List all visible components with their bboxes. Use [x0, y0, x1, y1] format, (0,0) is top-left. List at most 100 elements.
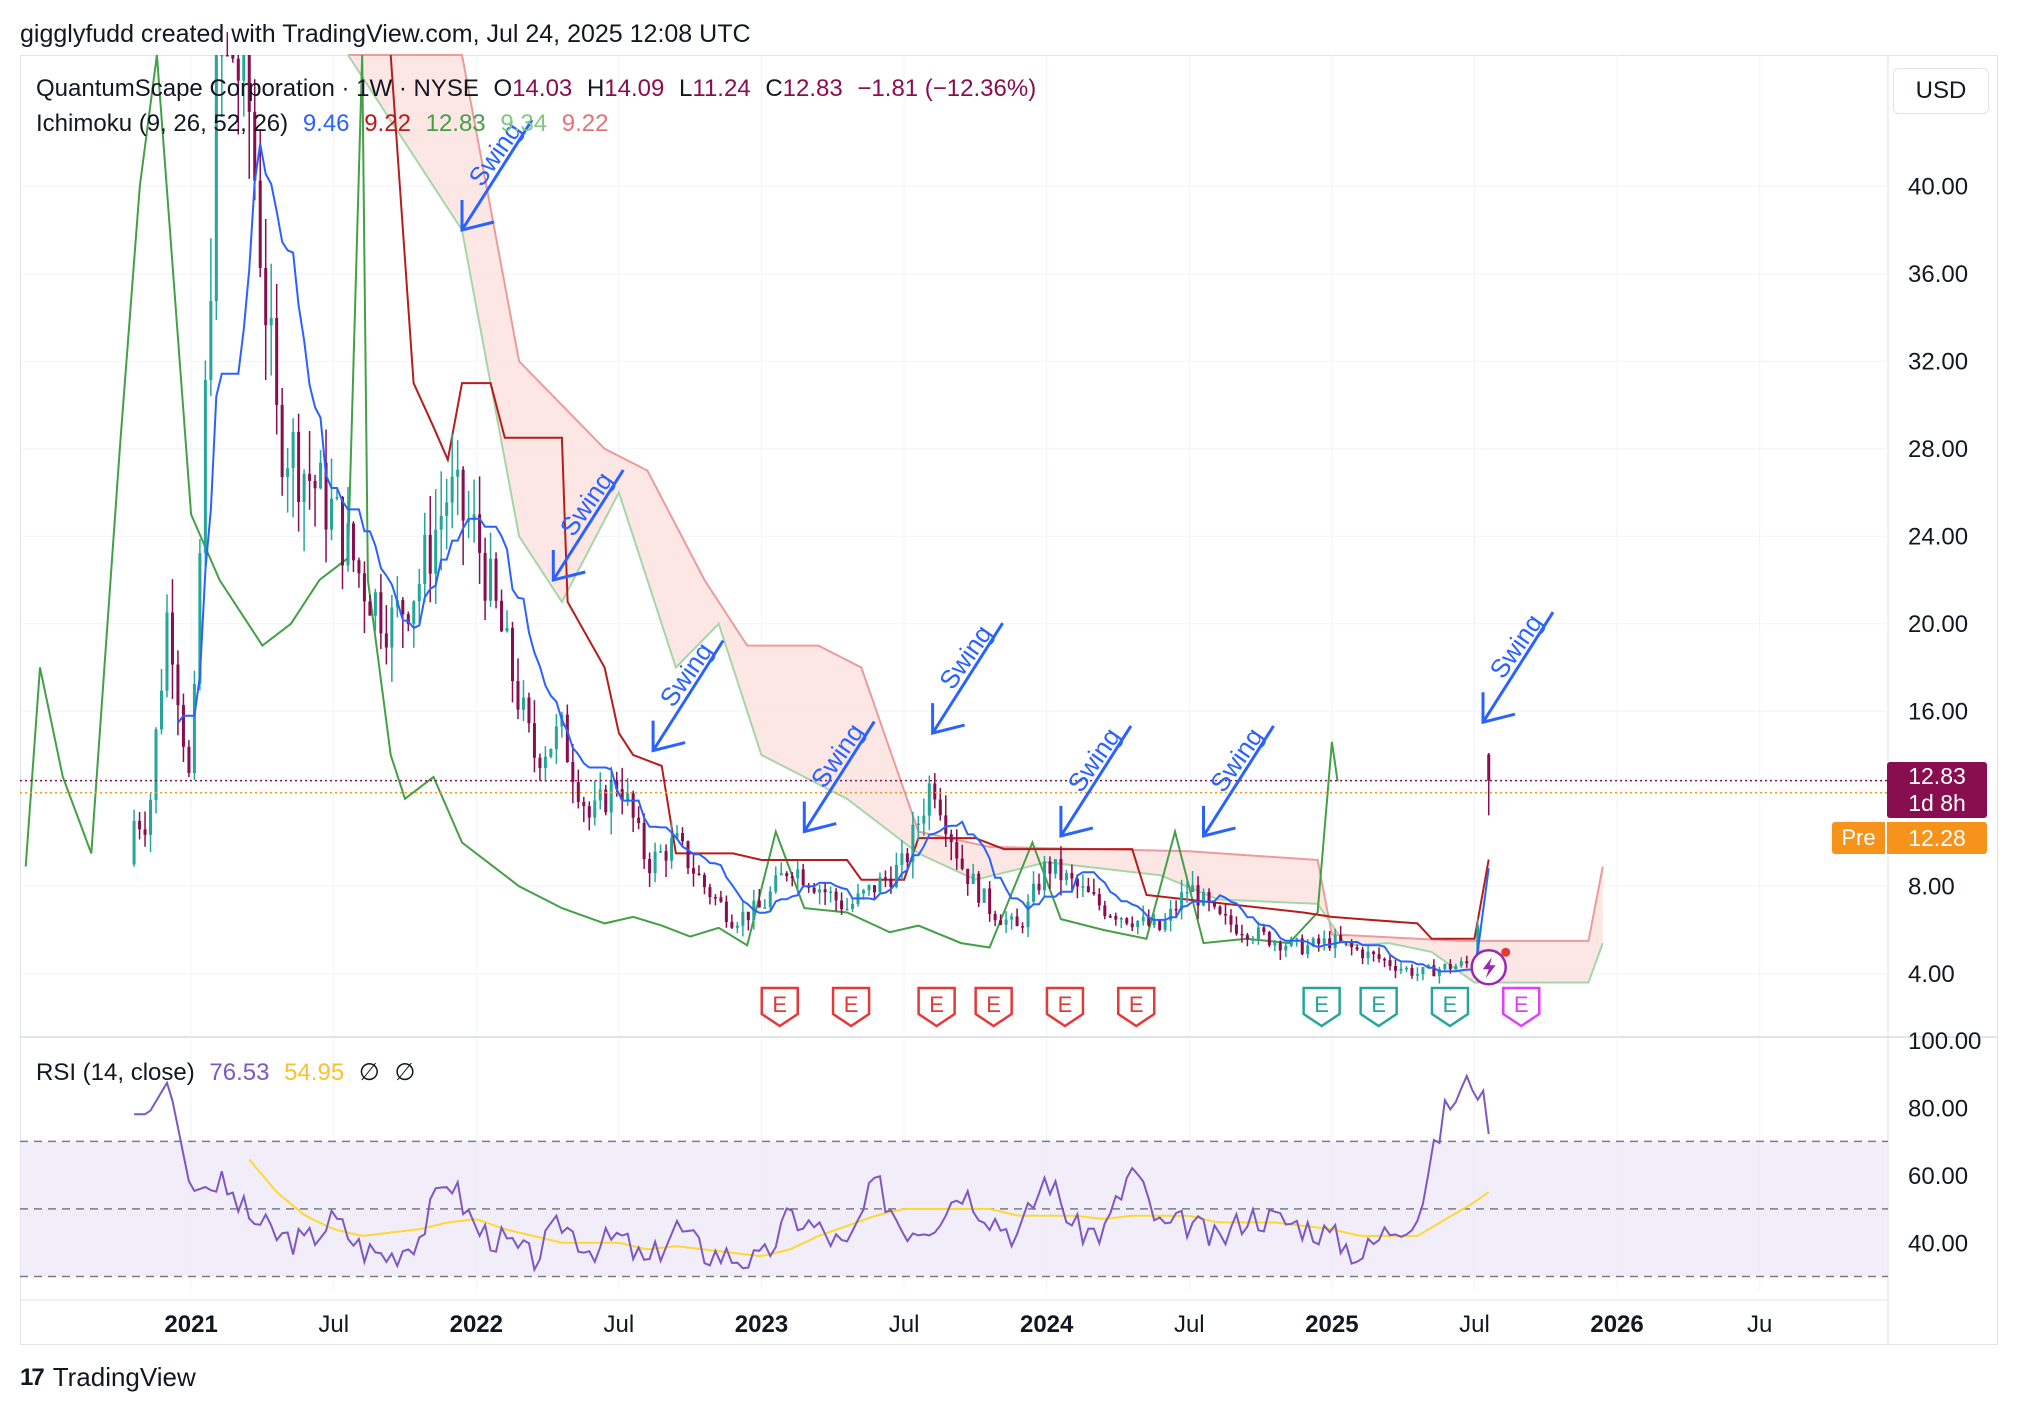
x-tick-label: Jul	[1459, 1311, 1490, 1338]
candle-body	[280, 404, 284, 477]
candle	[1070, 864, 1074, 891]
tradingview-brand: TradingView	[52, 1362, 196, 1392]
candle	[1218, 905, 1222, 916]
rsi-y-tick-label: 40.00	[1908, 1231, 1968, 1258]
x-tick-label: Jul	[318, 1311, 349, 1338]
earnings-label: E	[844, 992, 859, 1017]
candle	[527, 692, 531, 733]
candle-body	[1015, 916, 1019, 927]
candle	[1437, 966, 1441, 984]
candle	[1399, 962, 1403, 975]
lightning-icon	[1482, 957, 1496, 979]
earnings-badge	[1502, 986, 1541, 1028]
candle-body	[1350, 942, 1354, 948]
candle-body	[1273, 942, 1277, 946]
candle-body	[1042, 861, 1047, 891]
candle-body	[472, 514, 476, 521]
candle	[467, 490, 471, 539]
candle	[790, 872, 794, 887]
candle-body	[1328, 938, 1332, 949]
candle	[670, 821, 674, 869]
swing-arrow-head	[651, 720, 686, 753]
earnings-badge	[1359, 986, 1398, 1028]
candle-body	[302, 473, 306, 502]
symbol-legend[interactable]: QuantumScape Corporation · 1W · NYSE O14…	[36, 75, 1044, 103]
candle	[1410, 964, 1414, 979]
candle	[138, 811, 142, 840]
candle	[1377, 947, 1381, 963]
candle	[1119, 916, 1123, 929]
candle-body	[467, 520, 471, 522]
candle	[1289, 936, 1293, 948]
candle-body	[181, 705, 185, 747]
candle	[785, 871, 789, 882]
candle	[445, 478, 449, 550]
candle-body	[1021, 926, 1025, 928]
premarket-price-tag: 12.28	[1887, 822, 1987, 854]
candle	[1125, 917, 1129, 926]
candle	[170, 579, 174, 700]
candle	[593, 780, 597, 826]
candle	[1223, 904, 1227, 925]
candle-body	[253, 111, 257, 181]
candle-body	[1119, 918, 1123, 920]
currency-button[interactable]: USD	[1893, 68, 1989, 114]
last-price-tag: 12.83 1d 8h	[1887, 762, 1987, 818]
candle-body	[225, 55, 229, 57]
candle-body	[379, 592, 383, 634]
ichimoku-legend[interactable]: Ichimoku (9, 26, 52, 26) 9.46 9.22 12.83…	[36, 110, 616, 138]
candle	[1415, 967, 1419, 982]
x-tick-label: 2023	[735, 1311, 788, 1338]
candle	[735, 921, 739, 933]
candle-body	[648, 859, 652, 874]
candle-body	[1147, 916, 1151, 926]
candle	[335, 489, 339, 501]
tradingview-footer[interactable]: 17 TradingView	[20, 1362, 196, 1393]
rsi-label: RSI (14, close)	[36, 1059, 195, 1086]
candle-body	[335, 496, 339, 499]
rsi-y-tick-label: 60.00	[1908, 1163, 1968, 1190]
candle	[1021, 922, 1025, 934]
candle	[637, 806, 641, 830]
x-tick-label: Ju	[1747, 1311, 1772, 1338]
candle-body	[176, 664, 180, 706]
candle-body	[845, 908, 849, 911]
candle-body	[916, 823, 920, 826]
rsi-legend[interactable]: RSI (14, close) 76.53 54.95 ∅ ∅	[36, 1058, 423, 1087]
candle-body	[291, 431, 295, 469]
candle	[708, 883, 712, 905]
candle-body	[1421, 967, 1425, 975]
earnings-badge	[760, 986, 800, 1028]
candle-body	[1300, 938, 1304, 955]
candle-body	[768, 891, 772, 908]
candle	[905, 848, 909, 869]
candle-body	[664, 851, 668, 861]
earnings-marker: E	[831, 986, 871, 1028]
candle-body	[187, 746, 191, 774]
candle-body	[1185, 892, 1189, 894]
candle	[587, 801, 591, 831]
swing-arrow-shaft	[931, 622, 1004, 734]
candle	[883, 870, 887, 888]
candle	[1284, 941, 1288, 957]
candle	[982, 888, 986, 904]
swing-arrow-shaft	[803, 720, 876, 833]
candle	[1141, 905, 1145, 926]
candle-body	[609, 780, 613, 813]
candle-body	[1311, 938, 1315, 946]
candle	[1459, 957, 1463, 968]
candle	[1229, 909, 1233, 933]
candle	[779, 862, 783, 876]
candle	[999, 914, 1003, 926]
swing-arrow-head	[931, 703, 965, 736]
candle-body	[192, 683, 196, 774]
candle	[319, 450, 323, 490]
candle-body	[521, 697, 525, 710]
candle-body	[489, 558, 493, 601]
candle	[330, 458, 334, 541]
candle	[176, 650, 180, 736]
y-tick-label: 8.00	[1908, 873, 1955, 900]
ichimoku-leading-span-a	[347, 54, 1604, 984]
candle-body	[1355, 947, 1359, 950]
